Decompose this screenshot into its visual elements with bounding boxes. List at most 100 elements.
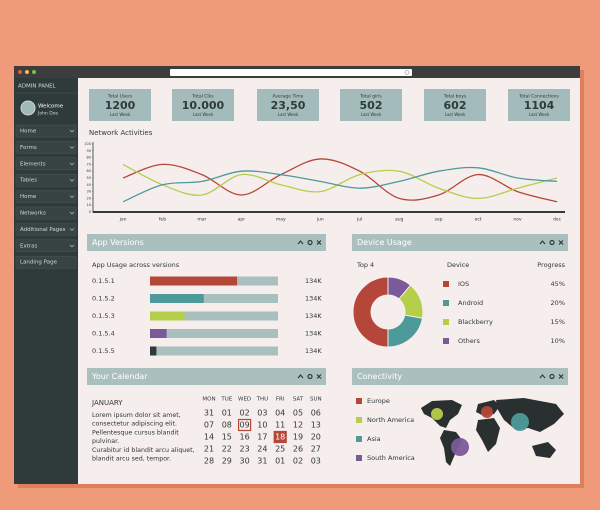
stat-label: Total Users: [107, 94, 133, 100]
day-number[interactable]: 10: [257, 421, 267, 430]
panel-title: App Versions: [92, 238, 144, 247]
day-number[interactable]: 03: [311, 457, 321, 466]
day-number[interactable]: 02: [240, 409, 250, 418]
day-number[interactable]: 28: [204, 457, 214, 466]
maximize-dot[interactable]: [32, 70, 36, 74]
close-icon[interactable]: [316, 374, 322, 379]
stat-sub: Last Week: [445, 112, 466, 117]
day-number[interactable]: 21: [204, 445, 214, 454]
day-number[interactable]: 20: [311, 433, 321, 442]
day-number[interactable]: 09: [240, 421, 250, 430]
day-highlight[interactable]: [273, 430, 287, 444]
menu-label: Networks: [20, 211, 46, 217]
usage-label: 134K: [305, 330, 322, 338]
day-number[interactable]: 30: [240, 457, 250, 466]
settings-icon[interactable]: [307, 239, 313, 246]
stat-label: Total boys: [443, 94, 467, 100]
collapse-icon[interactable]: [539, 240, 546, 245]
day-highlight[interactable]: [238, 418, 252, 432]
close-icon[interactable]: [558, 240, 564, 245]
address-bar[interactable]: [170, 69, 412, 76]
bar-track: [150, 329, 278, 338]
panel-title-text: App Versions: [92, 238, 144, 247]
close-icon[interactable]: [558, 374, 564, 379]
minimize-dot[interactable]: [25, 70, 29, 74]
chevron: [69, 244, 75, 248]
day-number[interactable]: 23: [240, 445, 250, 454]
day-number[interactable]: 19: [293, 433, 303, 442]
settings-icon[interactable]: [549, 239, 555, 246]
day-number[interactable]: 26: [293, 445, 303, 454]
day-header: TUE: [220, 397, 232, 403]
reload-icon[interactable]: [404, 70, 410, 75]
day-number[interactable]: 22: [222, 445, 232, 454]
chevron: [69, 228, 75, 231]
region-bubble: [511, 413, 529, 431]
day-header: FRI: [276, 397, 285, 403]
day-header: SUN: [310, 397, 322, 403]
stat-sub: Last Week: [193, 112, 214, 117]
day-number[interactable]: 01: [275, 457, 285, 466]
menu-item[interactable]: [15, 157, 77, 171]
panel-header: [352, 234, 568, 251]
day-number[interactable]: 03: [257, 409, 267, 418]
version-label: 0.1.5.2: [92, 295, 115, 303]
stat-value: 502: [360, 99, 383, 112]
map-australia: [532, 442, 556, 458]
day-number[interactable]: 24: [257, 445, 267, 454]
stat-value: 602: [444, 99, 467, 112]
y-tick-label: 80: [87, 156, 91, 160]
day-number[interactable]: 25: [275, 445, 285, 454]
device-value: 20%: [551, 299, 565, 307]
day-number[interactable]: 04: [275, 409, 285, 418]
day-number[interactable]: 16: [240, 433, 250, 442]
day-number[interactable]: 13: [311, 421, 321, 430]
stat-value: 10.000: [182, 99, 225, 112]
day-number[interactable]: 12: [293, 421, 303, 430]
menu-item[interactable]: [15, 255, 77, 269]
day-number[interactable]: 31: [257, 457, 267, 466]
day-number[interactable]: 07: [204, 421, 214, 430]
day-number[interactable]: 05: [293, 409, 303, 418]
panel-title-text: Your Calendar: [91, 372, 148, 381]
collapse-icon[interactable]: [539, 374, 546, 379]
day-number[interactable]: 17: [257, 433, 267, 442]
day-number[interactable]: 02: [293, 457, 303, 466]
day-number[interactable]: 14: [204, 433, 214, 442]
chevron: [69, 162, 75, 166]
stat-label: Average Time: [273, 94, 304, 100]
avatar[interactable]: [20, 100, 36, 116]
stat-value: 23,50: [271, 99, 306, 112]
y-tick-label: 0: [89, 210, 91, 214]
menu-item[interactable]: [15, 124, 77, 138]
day-number[interactable]: 27: [311, 445, 321, 454]
day-number[interactable]: 01: [222, 409, 232, 418]
day-number[interactable]: 08: [222, 421, 232, 430]
menu-item[interactable]: [15, 239, 77, 253]
close-dot[interactable]: [18, 70, 22, 74]
close-icon[interactable]: [316, 240, 322, 245]
region-bubble: [481, 406, 493, 418]
day-number[interactable]: 29: [222, 457, 232, 466]
map-africa: [476, 418, 500, 452]
menu-item[interactable]: [15, 190, 77, 203]
day-number[interactable]: 11: [275, 421, 285, 430]
menu-item[interactable]: [15, 206, 77, 220]
day-number[interactable]: 31: [204, 409, 214, 418]
settings-icon[interactable]: [307, 373, 313, 380]
usage-label: 134K: [305, 277, 322, 285]
day-number[interactable]: 18: [275, 433, 285, 442]
day-header: THU: [256, 397, 269, 403]
device-name: IOS: [458, 280, 469, 288]
settings-icon[interactable]: [549, 373, 555, 380]
stat-box: [172, 89, 234, 121]
collapse-icon[interactable]: [297, 240, 304, 245]
day-number[interactable]: 15: [222, 433, 232, 442]
collapse-icon[interactable]: [297, 374, 304, 379]
day-number[interactable]: 06: [311, 409, 321, 418]
menu-item[interactable]: [15, 223, 77, 236]
menu-item[interactable]: [15, 141, 77, 154]
panel-header: [87, 368, 326, 385]
calendar-note: blandit arcu sed, tempor.: [92, 456, 171, 463]
menu-item[interactable]: [15, 173, 77, 187]
